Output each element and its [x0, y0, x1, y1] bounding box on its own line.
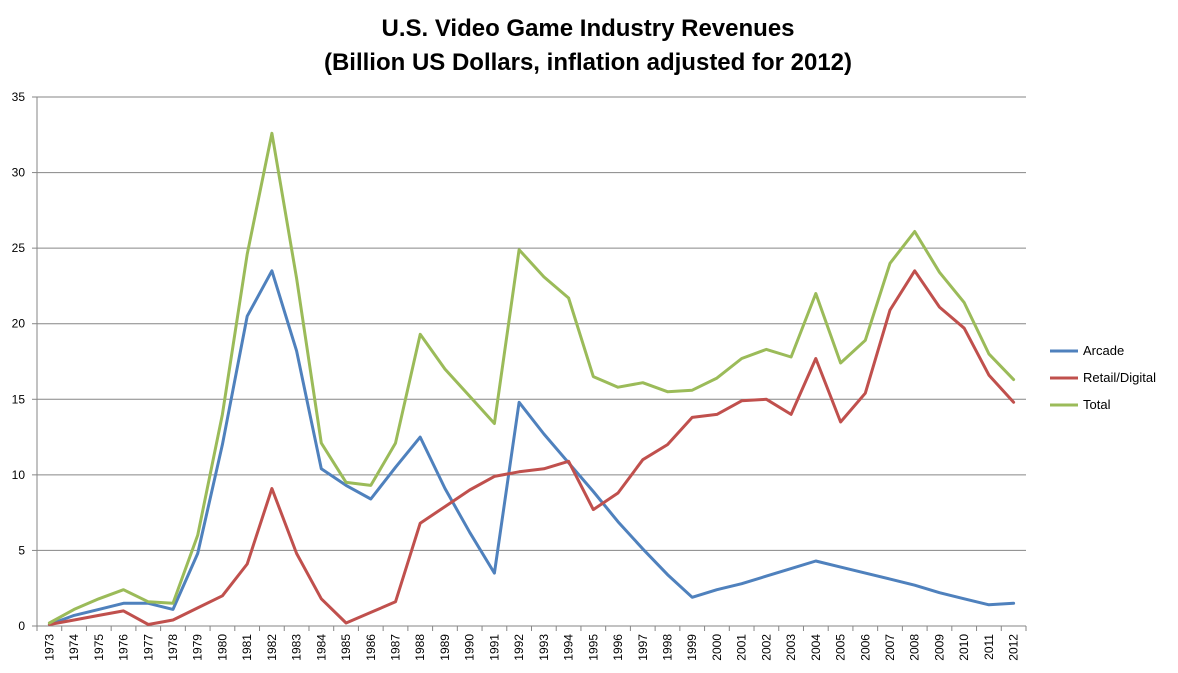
x-tick-label: 1992 [512, 634, 526, 661]
x-tick-label: 1984 [314, 634, 328, 661]
series-line-retail-digital [47, 269, 1016, 626]
x-tick-label: 2012 [1007, 634, 1021, 661]
axes: 0 5 10 15 20 25 30 35 1973 1974 1975 1976 1977 1978 19… [12, 90, 1027, 661]
x-tick-label: 2004 [809, 634, 823, 661]
legend: Arcade Retail/Digital Total [1050, 343, 1156, 412]
y-tick-label: 25 [12, 241, 26, 255]
x-tick-label: 1975 [92, 634, 106, 661]
x-tick-label: 2001 [735, 634, 749, 661]
legend-label: Retail/Digital [1083, 370, 1156, 385]
x-tick-label: 2009 [932, 634, 946, 661]
x-tick-label: 1981 [240, 634, 254, 661]
x-tick-label: 1993 [537, 634, 551, 661]
x-tick-label: 2008 [908, 634, 922, 661]
x-tick-label: 2000 [710, 634, 724, 661]
x-tick-label: 1973 [42, 634, 56, 661]
x-tick-label: 1999 [685, 634, 699, 661]
chart-subtitle: (Billion US Dollars, inflation adjusted … [324, 49, 852, 76]
legend-label: Arcade [1083, 343, 1124, 358]
x-tick-label: 1987 [389, 634, 403, 661]
x-tick-label: 1976 [117, 634, 131, 661]
x-tick-label: 1983 [290, 634, 304, 661]
chart-title: U.S. Video Game Industry Revenues [381, 15, 794, 42]
y-tick-label: 15 [12, 392, 26, 406]
x-tick-label: 1998 [660, 634, 674, 661]
x-tick-label: 1991 [487, 634, 501, 661]
x-tick-label: 1980 [215, 634, 229, 661]
x-tick-label: 2007 [883, 634, 897, 661]
x-tick-label: 1997 [636, 634, 650, 661]
grid [37, 96, 1026, 551]
x-tick-label: 1990 [463, 634, 477, 661]
x-tick-label: 1986 [364, 634, 378, 661]
x-tick-label: 2005 [834, 634, 848, 661]
x-tick-label: 1994 [562, 634, 576, 661]
legend-label: Total [1083, 397, 1111, 412]
series-lines [47, 131, 1016, 626]
y-tick-label: 20 [12, 317, 26, 331]
x-tick-label: 2003 [784, 634, 798, 661]
x-tick-label: 1974 [67, 634, 81, 661]
y-tick-label: 35 [12, 90, 26, 104]
x-tick-label: 2002 [759, 634, 773, 661]
y-tick-label: 10 [12, 468, 26, 482]
y-tick-label: 5 [18, 543, 25, 557]
x-tick-label: 1985 [339, 634, 353, 661]
x-tick-label: 1989 [438, 634, 452, 661]
x-tick-label: 1978 [166, 634, 180, 661]
x-tick-label: 1979 [191, 634, 205, 661]
y-tick-label: 0 [18, 619, 25, 633]
x-tick-label: 1996 [611, 634, 625, 661]
series-line-arcade [47, 269, 1016, 626]
x-tick-label: 2011 [982, 634, 996, 660]
x-tick-label: 2010 [957, 634, 971, 661]
y-tick-label: 30 [12, 166, 26, 180]
x-tick-label: 1995 [586, 634, 600, 661]
series-line-total [47, 131, 1016, 625]
x-tick-label: 1982 [265, 634, 279, 661]
x-tick-label: 1977 [141, 634, 155, 661]
x-tick-label: 1988 [413, 634, 427, 661]
x-tick-label: 2006 [858, 634, 872, 661]
